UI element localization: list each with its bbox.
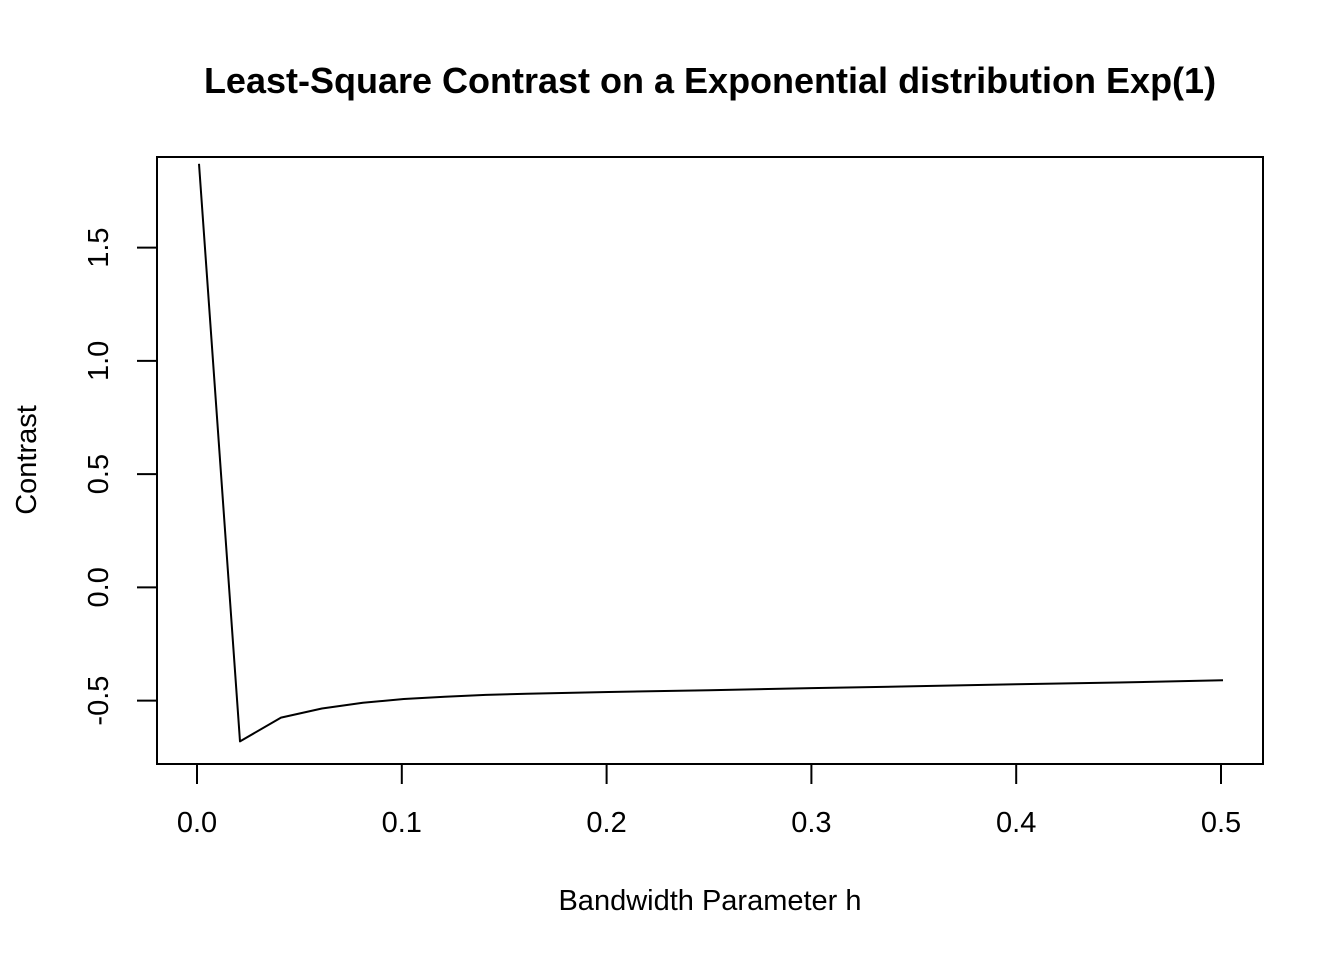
y-tick-label: 1.5 — [83, 227, 115, 267]
y-tick-label: -0.5 — [83, 676, 115, 726]
y-tick-label: 0.5 — [83, 454, 115, 494]
series-group — [198, 163, 1224, 743]
y-axis: -0.5 0.0 0.5 1.0 1.5 — [83, 227, 158, 726]
x-tick-label: 0.4 — [996, 807, 1036, 839]
plot-frame — [156, 156, 1264, 765]
x-tick-label: 0.3 — [791, 807, 831, 839]
x-tick-label: 0.2 — [586, 807, 626, 839]
series-line — [198, 163, 1224, 743]
x-tick-label: 0.1 — [382, 807, 422, 839]
x-tick-label: 0.0 — [177, 807, 217, 839]
y-axis-label: Contrast — [11, 405, 43, 515]
x-tick-label: 0.5 — [1201, 807, 1241, 839]
y-tick-label: 1.0 — [83, 341, 115, 381]
y-tick-label: 0.0 — [83, 567, 115, 607]
x-axis: 0.0 0.1 0.2 0.3 0.4 0.5 — [177, 763, 1241, 839]
chart-title: Least-Square Contrast on a Exponential d… — [204, 60, 1216, 101]
x-axis-label: Bandwidth Parameter h — [558, 885, 861, 917]
